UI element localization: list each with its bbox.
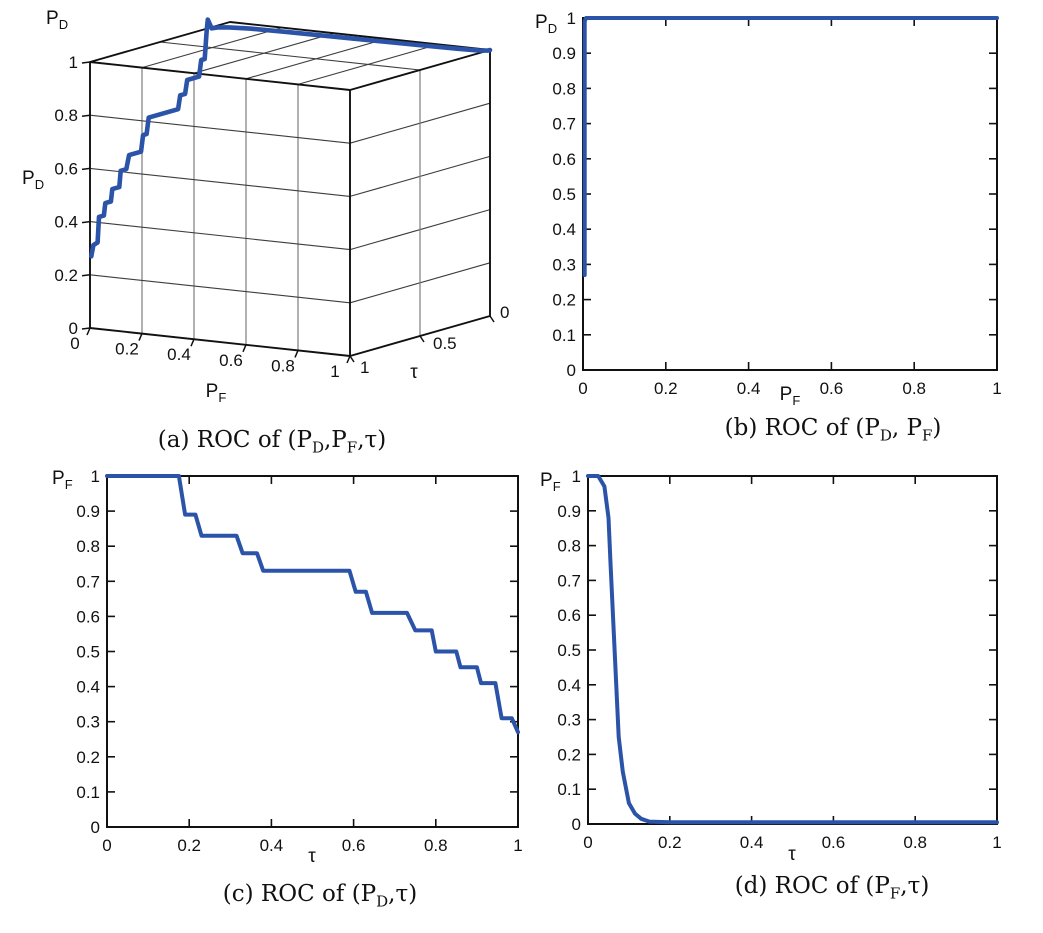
tick-label: 1 <box>567 9 576 28</box>
panel-b-x-axis-label: PF <box>779 384 801 408</box>
tick-label: 0.2 <box>115 340 139 359</box>
panel-a-z-axis-label: PD <box>22 168 45 192</box>
tick-label: 0.8 <box>902 379 926 398</box>
tick-label: 0.2 <box>552 291 576 310</box>
panel-c-y-axis-label: PF <box>52 468 73 492</box>
tick-label: 1 <box>572 467 581 486</box>
tick-label: 0.7 <box>557 571 581 590</box>
tick-label: 1 <box>330 362 339 381</box>
tick-label: 0.6 <box>54 159 78 178</box>
tick-label: 0.6 <box>557 606 581 625</box>
tick-label: 0 <box>572 815 581 834</box>
axes-box <box>582 17 998 371</box>
tick-label: 0.4 <box>552 220 576 239</box>
tick-label: 1 <box>992 833 1001 852</box>
tick-label: 0.4 <box>54 213 78 232</box>
tick-label: 0.6 <box>820 379 844 398</box>
tick-label: 0.2 <box>54 266 78 285</box>
panel-b-caption: (b) ROC of (PD, PF) <box>724 415 942 445</box>
tick-label: 0.2 <box>654 379 678 398</box>
chart-b: 0 0.2 0.4 0.6 0.8 1 0 0.1 0.2 0.3 0.4 0.5 0.6 0.7 0.8 0… <box>552 9 1001 398</box>
tick-label: 0.2 <box>658 833 682 852</box>
tick-label: 1 <box>91 467 100 486</box>
tick-label: 0.3 <box>557 711 581 730</box>
tick-label: 1 <box>360 358 369 377</box>
tick-label: 0.5 <box>76 643 100 662</box>
roc-pd-pf <box>582 16 999 277</box>
tick-label: 0.6 <box>76 607 100 626</box>
roc-pf-tau-sigmoid <box>586 474 999 825</box>
roc-3d-curve <box>89 17 493 259</box>
tick-label: 0.4 <box>76 678 100 697</box>
tick-label: 0.5 <box>433 334 457 353</box>
tick-label: 0.8 <box>557 537 581 556</box>
panel-c-caption: (c) ROC of (PD,τ) <box>222 881 418 911</box>
tick-label: 0.8 <box>552 79 576 98</box>
panel-d-y-axis-label: PF <box>540 470 561 494</box>
tick-label: 0.8 <box>76 537 100 556</box>
tick-label: 0.4 <box>167 345 191 364</box>
tick-label: 0.4 <box>740 833 764 852</box>
tick-label: 0.2 <box>557 745 581 764</box>
tick-label: 0.4 <box>737 379 761 398</box>
tick-label: 0.8 <box>54 106 78 125</box>
tick-label: 0.8 <box>424 836 448 855</box>
tick-label: 0.1 <box>557 780 581 799</box>
axes-box <box>587 475 998 825</box>
chart-a: 0 0.2 0.4 0.6 0.8 1 0 0.2 0.4 0.6 0.8 1 1 0.5 0 <box>54 17 509 381</box>
tick-label: 1 <box>69 53 78 72</box>
tick-label: 0.1 <box>552 326 576 345</box>
cube-outline <box>89 21 491 357</box>
tick-label: 0 <box>583 833 592 852</box>
tick-label: 0 <box>70 334 79 353</box>
panel-a-caption: (a) ROC of (PD,PF,τ) <box>157 427 387 457</box>
tick-label: 0.7 <box>552 115 576 134</box>
chart-d: 0 0.2 0.4 0.6 0.8 1 0 0.1 0.2 0.3 0.4 0.5 0.6 0.7 0.8 0… <box>557 467 1001 852</box>
tick-label: 0.3 <box>76 713 100 732</box>
tick-label: 1 <box>992 379 1001 398</box>
panel-a-tau-axis-label: τ <box>410 362 418 383</box>
tick-label: 0.9 <box>76 502 100 521</box>
tick-label: 0 <box>500 303 509 322</box>
tick-label: 0 <box>578 379 587 398</box>
tick-label: 0.6 <box>342 836 366 855</box>
tick-label: 0.3 <box>552 255 576 274</box>
tick-label: 0.6 <box>219 351 243 370</box>
tick-label: 1 <box>513 836 522 855</box>
tick-label: 0.2 <box>177 836 201 855</box>
tick-label: 0 <box>69 319 78 338</box>
panel-a-x-axis-label: PF <box>205 381 227 405</box>
tick-label: 0.8 <box>903 833 927 852</box>
tick-label: 0 <box>102 836 111 855</box>
tick-label: 0.7 <box>76 572 100 591</box>
panel-c-x-axis-label: τ <box>308 846 316 867</box>
roc-pd-tau-staircase <box>105 474 520 735</box>
panel-d-caption: (d) ROC of (PF,τ) <box>734 873 930 903</box>
tick-label: 0.8 <box>271 356 295 375</box>
tick-label: 0.4 <box>557 676 581 695</box>
tick-label: 0.5 <box>552 185 576 204</box>
tick-label: 0.5 <box>557 641 581 660</box>
tick-label: 0.9 <box>557 502 581 521</box>
tick-label: 0 <box>91 818 100 837</box>
tick-label: 0.6 <box>552 150 576 169</box>
tick-label: 0.2 <box>76 748 100 767</box>
panel-b-y-axis-label: PD <box>535 12 558 36</box>
panel-a-z-axis-top-label: PD <box>46 8 69 32</box>
tick-label: 0.1 <box>76 783 100 802</box>
tick-label: 0.6 <box>822 833 846 852</box>
tick-label: 0.9 <box>552 44 576 63</box>
tick-label: 0 <box>567 361 576 380</box>
tick-label: 0.4 <box>260 836 284 855</box>
chart-c: 0 0.2 0.4 0.6 0.8 1 0 0.1 0.2 0.3 0.4 0.5 0.6 0.7 0.8 0… <box>76 467 522 855</box>
panel-d-x-axis-label: τ <box>788 844 796 865</box>
